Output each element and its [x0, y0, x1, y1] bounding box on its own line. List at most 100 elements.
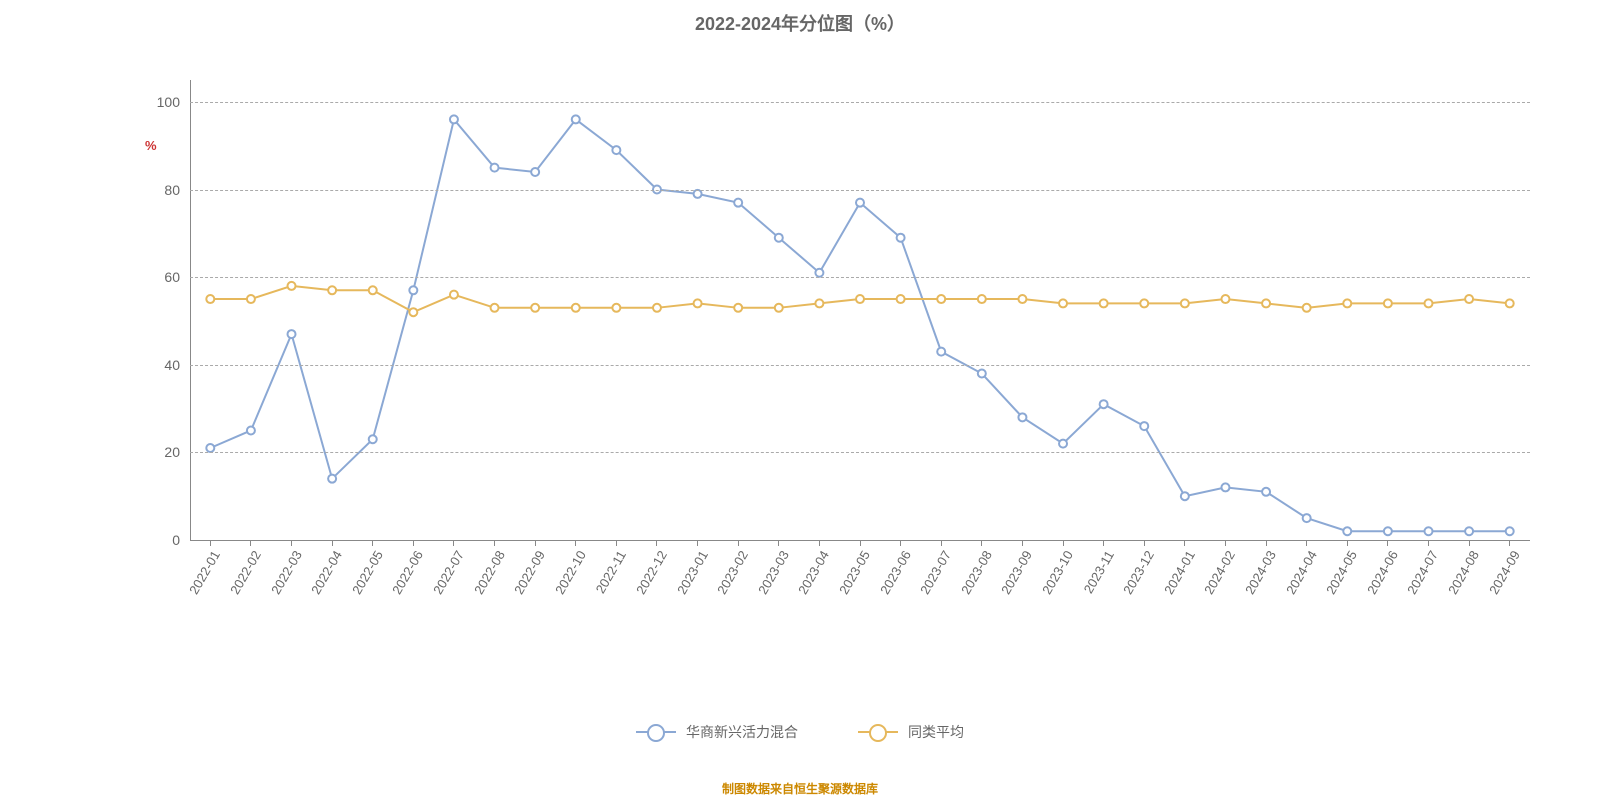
series-marker [1303, 514, 1311, 522]
x-tick-label: 2022-05 [349, 548, 386, 597]
x-tick-label: 2023-12 [1120, 548, 1157, 597]
x-tick-mark [1022, 540, 1023, 546]
series-marker [612, 146, 620, 154]
grid-line [190, 190, 1530, 191]
series-line [210, 119, 1509, 531]
series-marker [572, 304, 580, 312]
series-marker [1506, 299, 1514, 307]
series-marker [1424, 527, 1432, 535]
series-marker [288, 282, 296, 290]
series-marker [1100, 400, 1108, 408]
y-tick-label: 20 [164, 444, 180, 460]
series-marker [694, 190, 702, 198]
x-tick-label: 2023-01 [674, 548, 711, 597]
x-tick-label: 2024-05 [1323, 548, 1360, 597]
x-tick-label: 2022-07 [430, 548, 467, 597]
x-tick-mark [1428, 540, 1429, 546]
x-tick-label: 2024-04 [1283, 548, 1320, 597]
x-tick-mark [981, 540, 982, 546]
y-tick-label: 60 [164, 269, 180, 285]
x-tick-label: 2022-02 [227, 548, 264, 597]
series-marker [815, 299, 823, 307]
series-marker [1303, 304, 1311, 312]
x-tick-mark [413, 540, 414, 546]
x-tick-mark [250, 540, 251, 546]
legend-label: 同类平均 [908, 722, 964, 742]
x-tick-mark [1184, 540, 1185, 546]
x-tick-label: 2023-05 [836, 548, 873, 597]
x-tick-mark [1469, 540, 1470, 546]
legend-marker-icon [647, 724, 665, 742]
series-marker [1059, 299, 1067, 307]
series-marker [328, 286, 336, 294]
series-marker [206, 295, 214, 303]
legend-line-icon [636, 731, 676, 733]
series-marker [1181, 492, 1189, 500]
series-marker [491, 304, 499, 312]
x-tick-label: 2024-01 [1161, 548, 1198, 597]
x-tick-label: 2023-02 [714, 548, 751, 597]
x-tick-mark [819, 540, 820, 546]
x-tick-mark [860, 540, 861, 546]
x-tick-mark [494, 540, 495, 546]
series-marker [1506, 527, 1514, 535]
x-tick-mark [1103, 540, 1104, 546]
source-note: 制图数据来自恒生聚源数据库 [0, 780, 1600, 797]
x-tick-mark [1144, 540, 1145, 546]
x-tick-mark [453, 540, 454, 546]
x-tick-label: 2022-12 [633, 548, 670, 597]
series-marker [1221, 295, 1229, 303]
x-tick-label: 2022-10 [552, 548, 589, 597]
series-marker [978, 370, 986, 378]
series-marker [206, 444, 214, 452]
x-tick-label: 2024-02 [1202, 548, 1239, 597]
x-tick-mark [900, 540, 901, 546]
series-marker [1343, 299, 1351, 307]
plot-area: 0204060801002022-012022-022022-032022-04… [190, 80, 1530, 540]
x-tick-label: 2022-08 [471, 548, 508, 597]
series-marker [694, 299, 702, 307]
x-tick-mark [656, 540, 657, 546]
series-marker [897, 234, 905, 242]
x-tick-label: 2022-03 [268, 548, 305, 597]
series-marker [1465, 527, 1473, 535]
series-marker [1384, 299, 1392, 307]
series-marker [247, 426, 255, 434]
percentile-chart: 2022-2024年分位图（%） % 0204060801002022-0120… [0, 0, 1600, 800]
x-tick-label: 2023-10 [1039, 548, 1076, 597]
series-marker [815, 269, 823, 277]
series-marker [288, 330, 296, 338]
series-marker [572, 115, 580, 123]
x-tick-label: 2022-11 [593, 548, 629, 596]
x-tick-label: 2022-09 [511, 548, 548, 597]
series-marker [612, 304, 620, 312]
series-marker [1059, 440, 1067, 448]
series-marker [1343, 527, 1351, 535]
x-tick-mark [1225, 540, 1226, 546]
x-tick-label: 2022-04 [308, 548, 345, 597]
series-marker [1100, 299, 1108, 307]
x-tick-mark [1063, 540, 1064, 546]
series-marker [409, 286, 417, 294]
series-marker [450, 115, 458, 123]
grid-line [190, 365, 1530, 366]
x-tick-label: 2023-06 [877, 548, 914, 597]
series-marker [531, 304, 539, 312]
series-marker [775, 304, 783, 312]
x-tick-label: 2024-06 [1364, 548, 1401, 597]
x-tick-mark [535, 540, 536, 546]
x-tick-mark [332, 540, 333, 546]
y-axis-unit: % [145, 138, 157, 153]
x-tick-label: 2024-08 [1445, 548, 1482, 597]
x-tick-mark [1347, 540, 1348, 546]
series-marker [856, 295, 864, 303]
x-tick-mark [575, 540, 576, 546]
grid-line [190, 452, 1530, 453]
x-tick-label: 2023-04 [796, 548, 833, 597]
series-marker [937, 348, 945, 356]
grid-line [190, 277, 1530, 278]
x-tick-label: 2023-03 [755, 548, 792, 597]
series-marker [1384, 527, 1392, 535]
grid-line [190, 102, 1530, 103]
series-marker [937, 295, 945, 303]
